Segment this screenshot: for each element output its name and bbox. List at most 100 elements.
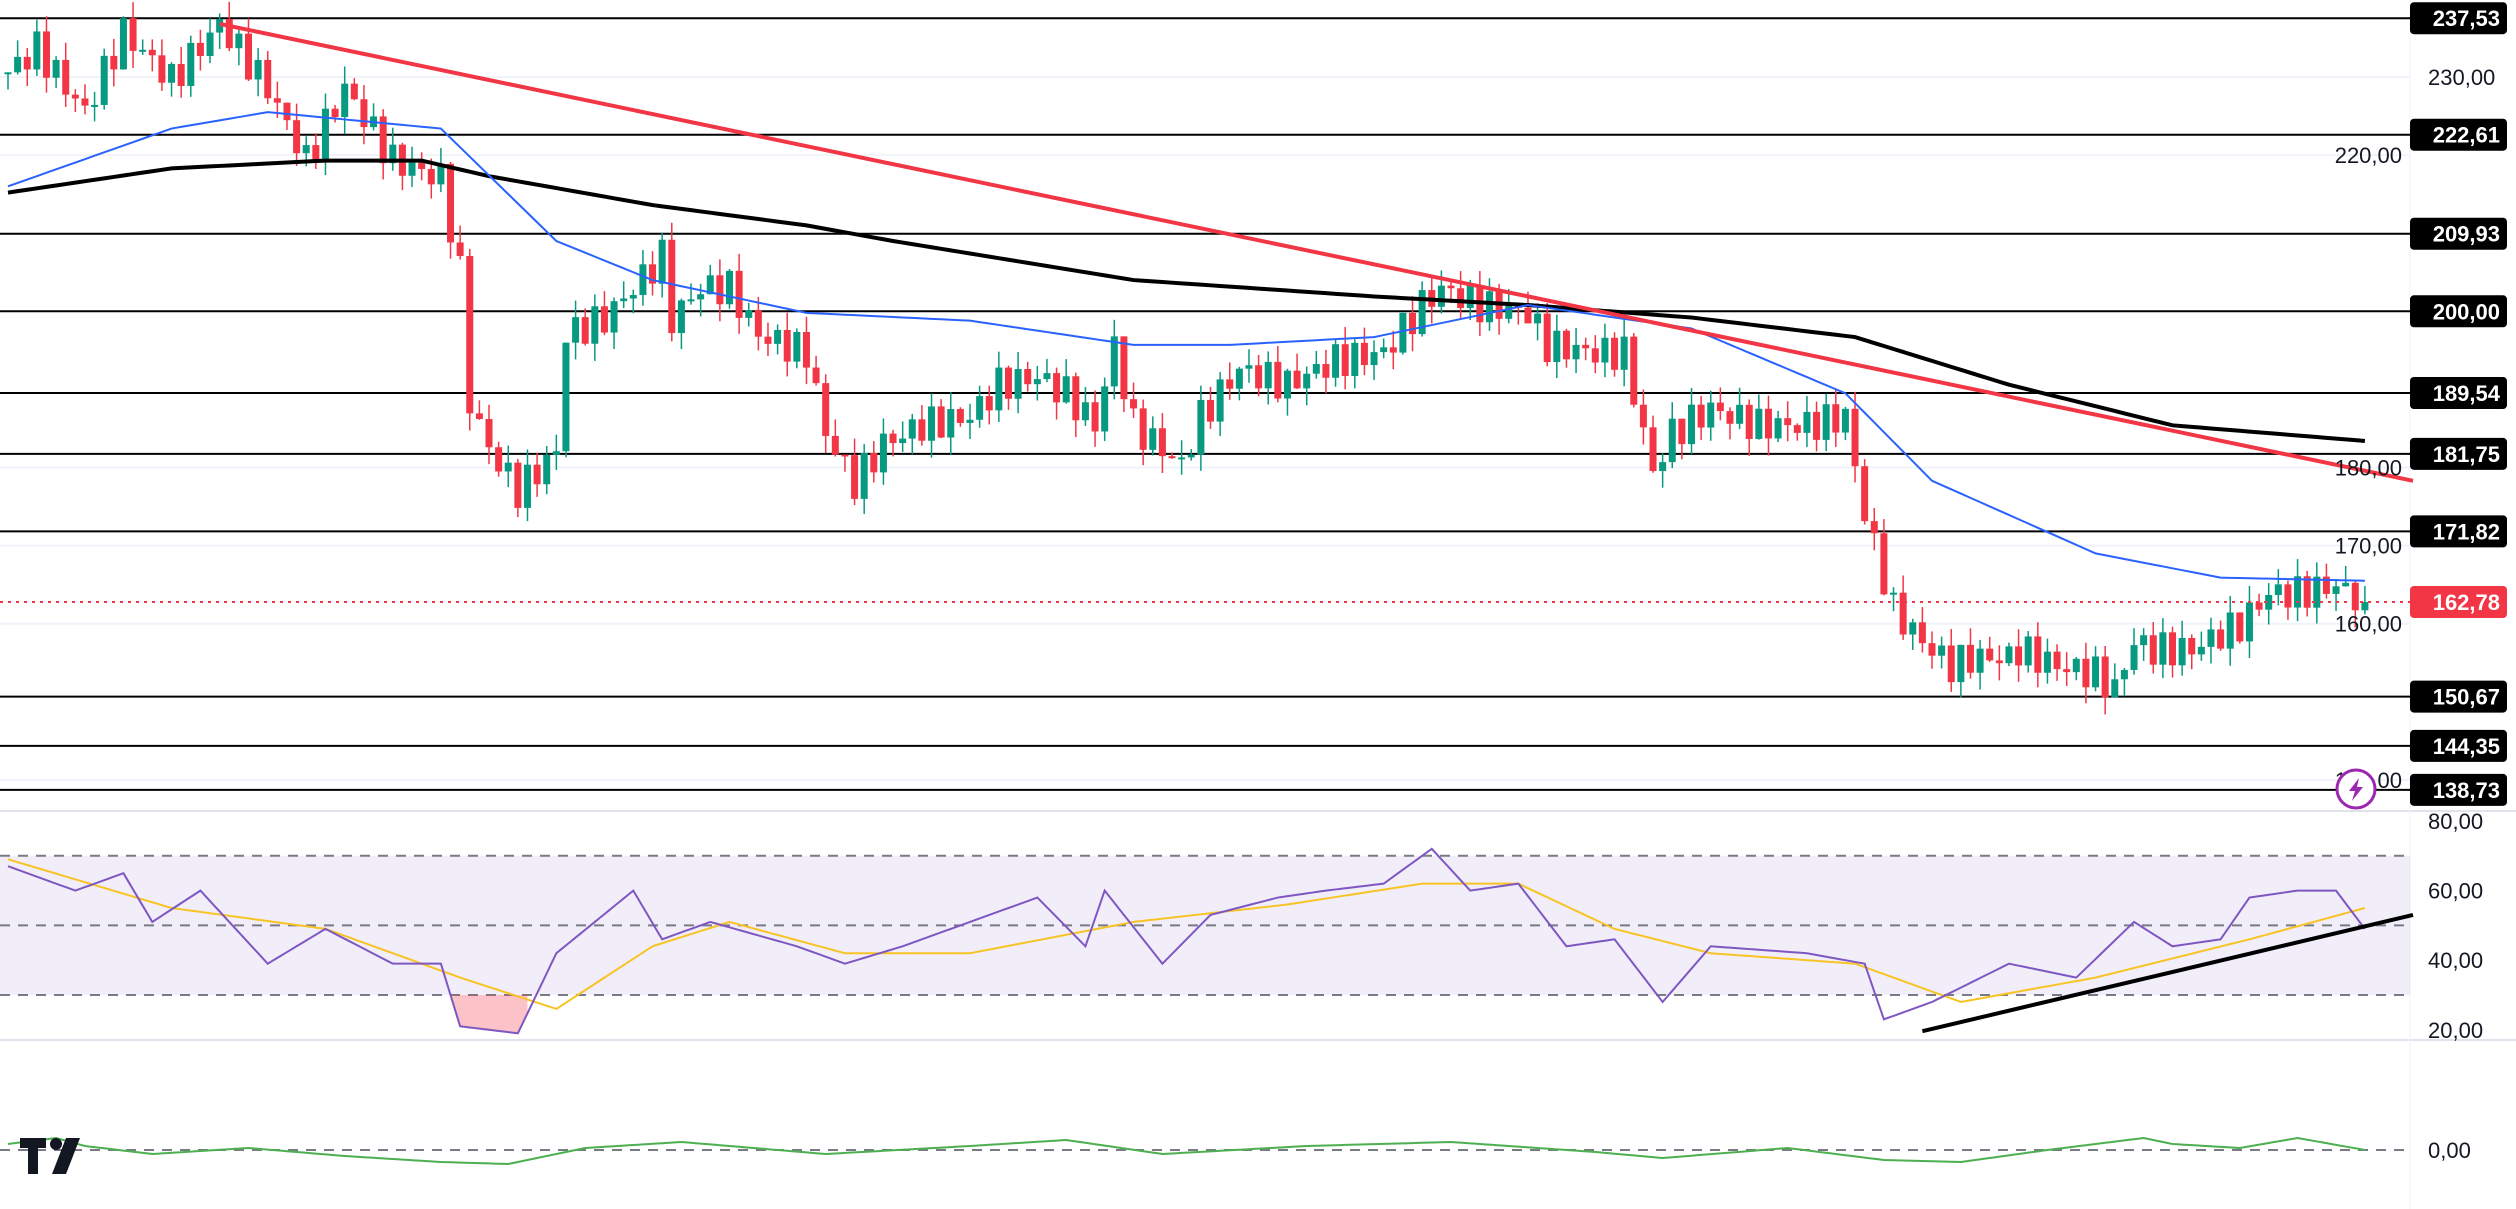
candle bbox=[447, 161, 455, 259]
candle-body bbox=[2159, 632, 2167, 665]
candle-body bbox=[1081, 402, 1089, 421]
candle bbox=[1101, 377, 1109, 442]
level-label: 181,75 bbox=[2410, 437, 2507, 470]
candle bbox=[562, 342, 570, 458]
tradingview-logo[interactable] bbox=[20, 1138, 80, 1174]
candle-body bbox=[350, 83, 358, 100]
candle-body bbox=[62, 59, 70, 95]
candle bbox=[2101, 646, 2109, 715]
candle bbox=[1399, 312, 1407, 355]
candle bbox=[148, 39, 156, 72]
candle bbox=[1543, 303, 1551, 367]
candle-body bbox=[629, 295, 637, 299]
candle-body bbox=[1562, 330, 1570, 360]
candle-body bbox=[1793, 425, 1801, 433]
y-tick-label: 80,00 bbox=[2428, 809, 2483, 834]
y-tick-label: 220,00 bbox=[2335, 143, 2402, 168]
candle-body bbox=[485, 418, 493, 448]
candle bbox=[754, 296, 762, 351]
candle-body bbox=[1890, 592, 1898, 595]
candle-body bbox=[466, 256, 474, 414]
ma-200-line bbox=[7, 158, 2366, 443]
candle bbox=[1822, 393, 1830, 452]
candle-body bbox=[1466, 285, 1474, 309]
candle bbox=[1370, 340, 1378, 381]
candle-body bbox=[1976, 648, 1984, 673]
candle-body bbox=[235, 33, 243, 49]
candle-body bbox=[1235, 368, 1243, 389]
candle bbox=[52, 56, 60, 89]
candle bbox=[1899, 575, 1907, 640]
candle-body bbox=[1630, 336, 1638, 405]
candle bbox=[620, 281, 628, 309]
candle-body bbox=[735, 270, 743, 318]
candle-body bbox=[514, 462, 522, 508]
candle bbox=[1043, 358, 1051, 383]
candle-body bbox=[187, 42, 195, 86]
candle bbox=[42, 16, 50, 93]
candle bbox=[293, 103, 301, 166]
candle bbox=[379, 109, 387, 180]
candle-body bbox=[745, 310, 753, 318]
candle bbox=[4, 72, 12, 90]
candle-body bbox=[802, 331, 810, 368]
candle bbox=[437, 147, 445, 193]
price-axis[interactable]: 237,53 222,61 209,93 200,00 189,54 181,75 171,… bbox=[2335, 2, 2507, 1163]
candle bbox=[1014, 352, 1022, 414]
candle-body bbox=[523, 464, 531, 508]
candle-body bbox=[1033, 379, 1041, 385]
candle-body bbox=[1620, 336, 1628, 370]
level-label: 237,53 bbox=[2410, 2, 2507, 35]
candle bbox=[1890, 587, 1898, 612]
candle-body bbox=[2361, 601, 2369, 611]
candle bbox=[533, 452, 541, 497]
candle bbox=[2188, 634, 2196, 670]
candle-body bbox=[1534, 313, 1542, 324]
candle-body bbox=[2303, 576, 2311, 608]
candle bbox=[2063, 652, 2071, 687]
candle bbox=[1033, 365, 1041, 401]
candle-body bbox=[1322, 364, 1330, 378]
candle bbox=[2043, 638, 2051, 684]
candle-body bbox=[2226, 612, 2234, 649]
candle bbox=[2274, 569, 2282, 606]
candle bbox=[812, 355, 820, 386]
rsi-trendline bbox=[1921, 913, 2414, 1034]
level-label-bg bbox=[2410, 217, 2507, 250]
candle bbox=[2015, 629, 2023, 682]
candle bbox=[504, 445, 512, 488]
candle bbox=[331, 104, 339, 123]
candle bbox=[1004, 365, 1012, 410]
candle bbox=[2169, 626, 2176, 678]
candle-body bbox=[1649, 427, 1657, 472]
candle-body bbox=[1389, 347, 1397, 353]
candle-body bbox=[1120, 336, 1128, 400]
candle bbox=[1360, 327, 1368, 376]
level-label: 222,61 bbox=[2410, 118, 2507, 151]
candle bbox=[1409, 296, 1417, 352]
candle-body bbox=[2015, 646, 2023, 666]
candle bbox=[1505, 288, 1513, 324]
candle-body bbox=[889, 433, 897, 444]
candle bbox=[2322, 563, 2330, 599]
candle-body bbox=[937, 406, 945, 438]
lightning-icon[interactable] bbox=[2335, 768, 2377, 810]
candle-body bbox=[1745, 404, 1753, 439]
candle-body bbox=[1899, 592, 1907, 635]
candle bbox=[552, 434, 560, 471]
candle-body bbox=[1370, 352, 1378, 366]
candle bbox=[1312, 350, 1320, 379]
level-label-bg bbox=[2410, 295, 2507, 328]
candle-body bbox=[1101, 386, 1109, 432]
candle bbox=[1639, 389, 1647, 445]
candle-body bbox=[581, 317, 589, 344]
level-label-text: 150,67 bbox=[2433, 685, 2500, 710]
candle-body bbox=[918, 419, 926, 441]
candle bbox=[1178, 440, 1186, 475]
candle-body bbox=[1178, 457, 1186, 460]
candle bbox=[1841, 406, 1849, 441]
candle-body bbox=[1216, 379, 1224, 422]
candle-body bbox=[995, 367, 1003, 411]
